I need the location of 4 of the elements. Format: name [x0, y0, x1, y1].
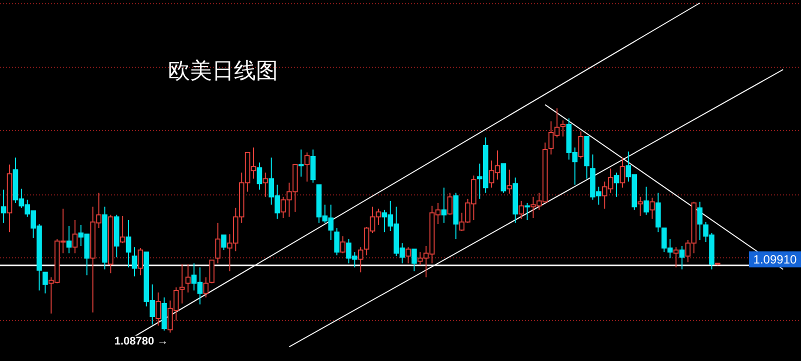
- chart-title: 欧美日线图: [168, 59, 278, 84]
- ref-labels: 1.09910: [749, 251, 801, 268]
- annotation: 1.09910: [753, 252, 798, 266]
- annotation: 1.08780 →: [114, 336, 168, 348]
